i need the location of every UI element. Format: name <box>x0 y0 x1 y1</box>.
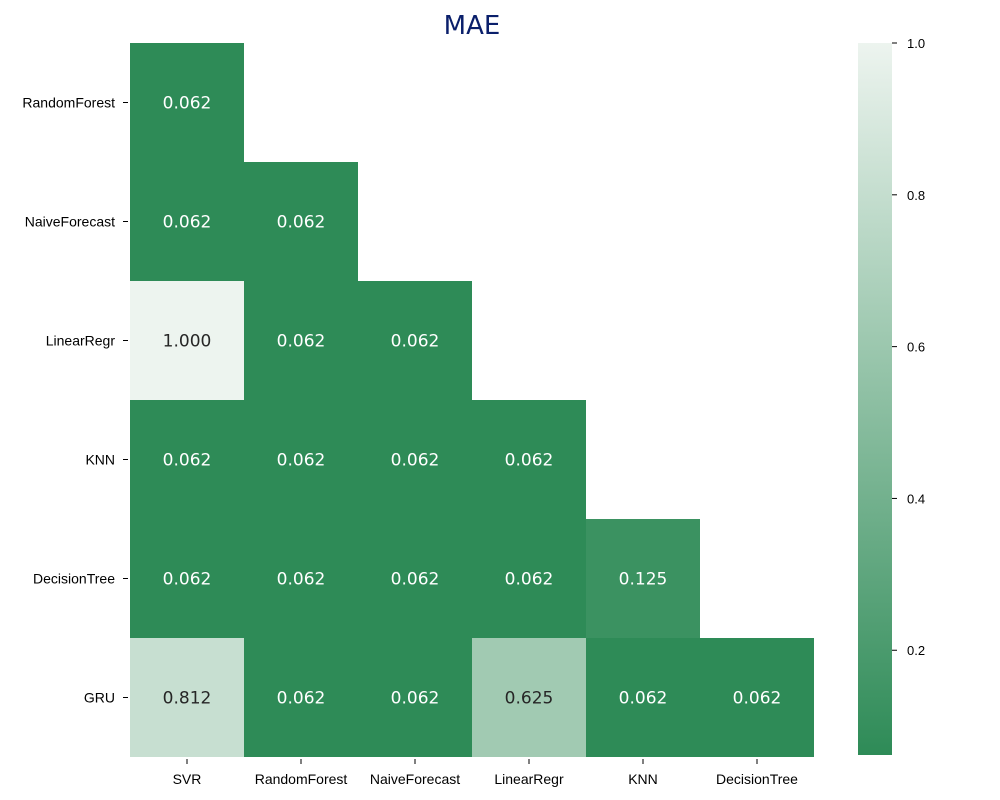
heatmap-cell <box>244 519 358 638</box>
cell-value-label: 0.062 <box>163 94 212 114</box>
y-tick-label: RandomForest <box>22 95 115 111</box>
heatmap-cell <box>358 281 472 400</box>
heatmap-cell <box>130 281 244 400</box>
x-tick-label: RandomForest <box>255 771 348 787</box>
heatmap-cell <box>130 519 244 638</box>
cell-value-label: 0.062 <box>163 451 212 471</box>
colorbar-tick-label: 0.8 <box>907 188 925 203</box>
x-tick-label: KNN <box>628 771 658 787</box>
x-tick-label: NaiveForecast <box>370 771 460 787</box>
heatmap-cell <box>472 519 586 638</box>
heatmap-cells: 0.062 0.062 0.062 1.000 0.062 0.062 0.062 0.062… <box>130 43 814 757</box>
heatmap-cell <box>700 638 814 757</box>
cell-value-label: 0.062 <box>163 213 212 233</box>
heatmap-cell <box>130 400 244 519</box>
y-tick-label: LinearRegr <box>46 333 116 349</box>
heatmap-cell <box>358 400 472 519</box>
heatmap-cell <box>472 638 586 757</box>
cell-value-label: 0.062 <box>277 451 326 471</box>
heatmap-cell <box>244 400 358 519</box>
heatmap-cell <box>130 162 244 281</box>
heatmap-cell <box>244 162 358 281</box>
colorbar-gradient <box>858 43 892 755</box>
cell-value-label: 0.062 <box>391 451 440 471</box>
cell-value-label: 0.125 <box>619 570 668 590</box>
y-tick-label: GRU <box>84 690 115 706</box>
cell-value-label: 0.062 <box>391 689 440 709</box>
cell-value-label: 0.062 <box>163 570 212 590</box>
colorbar-tick-label: 0.4 <box>907 491 925 506</box>
heatmap-cell <box>130 638 244 757</box>
cell-value-label: 0.062 <box>733 689 782 709</box>
cell-value-label: 0.062 <box>505 451 554 471</box>
x-tick-label: LinearRegr <box>494 771 564 787</box>
cell-value-label: 0.812 <box>163 689 212 709</box>
x-tick-label: DecisionTree <box>716 771 798 787</box>
cell-value-label: 0.062 <box>277 213 326 233</box>
cell-value-label: 1.000 <box>163 332 212 352</box>
cell-value-label: 0.062 <box>391 570 440 590</box>
colorbar-tick-label: 0.6 <box>907 340 925 355</box>
y-tick-label: KNN <box>85 452 115 468</box>
heatmap-cell <box>472 400 586 519</box>
cell-value-label: 0.062 <box>277 689 326 709</box>
y-tick-label: DecisionTree <box>33 571 115 587</box>
heatmap-cell <box>358 519 472 638</box>
chart-title: MAE <box>444 11 501 41</box>
heatmap-cell <box>130 43 244 162</box>
x-tick-label: SVR <box>173 771 202 787</box>
heatmap-cell <box>586 519 700 638</box>
heatmap-cell <box>244 638 358 757</box>
heatmap-cell <box>358 638 472 757</box>
cell-value-label: 0.062 <box>505 570 554 590</box>
colorbar: 0.2 0.4 0.6 0.8 1.0 <box>858 36 925 755</box>
colorbar-tick-label: 1.0 <box>907 36 925 51</box>
heatmap-cell <box>586 638 700 757</box>
heatmap-cell <box>244 281 358 400</box>
cell-value-label: 0.062 <box>391 332 440 352</box>
y-tick-label: NaiveForecast <box>25 214 115 230</box>
colorbar-tick-label: 0.2 <box>907 643 925 658</box>
y-axis: RandomForest NaiveForecast LinearRegr KNN De… <box>22 95 128 706</box>
cell-value-label: 0.625 <box>505 689 554 709</box>
x-axis: SVR RandomForest NaiveForecast LinearRegr KN… <box>173 759 798 787</box>
cell-value-label: 0.062 <box>277 332 326 352</box>
cell-value-label: 0.062 <box>277 570 326 590</box>
cell-value-label: 0.062 <box>619 689 668 709</box>
